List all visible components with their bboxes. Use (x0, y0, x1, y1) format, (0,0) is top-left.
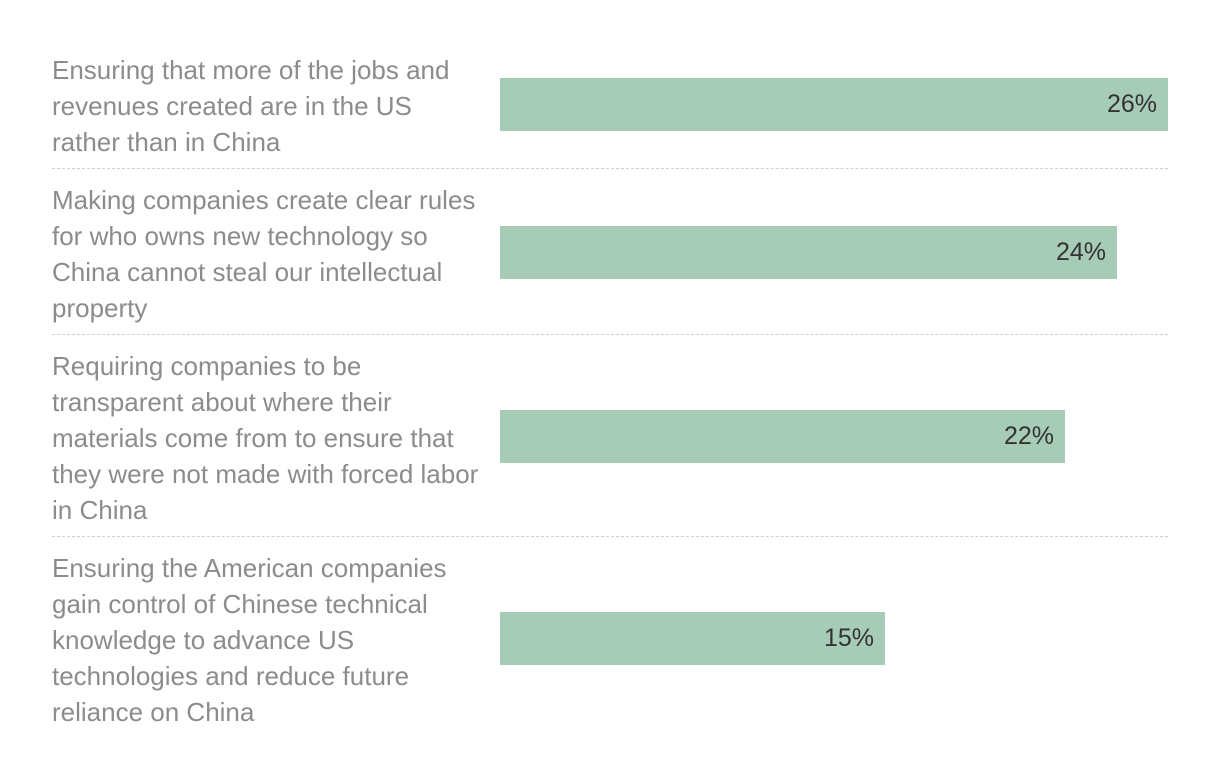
bar-value-label: 24% (1055, 238, 1106, 266)
bar: 24% (500, 226, 1117, 279)
bar: 15% (500, 612, 885, 665)
bar: 26% (500, 78, 1168, 131)
bar-value-label: 26% (1106, 90, 1157, 118)
bar-value-label: 15% (823, 624, 874, 652)
bar: 22% (500, 410, 1065, 463)
category-label: Requiring companies to be transparent ab… (52, 351, 479, 525)
bar-value-label: 22% (1003, 422, 1054, 450)
chart-row: Making companies create clear rules for … (52, 182, 1168, 326)
category-label: Ensuring that more of the jobs and reven… (52, 55, 450, 157)
category-label: Making companies create clear rules for … (52, 185, 476, 323)
row-divider (52, 168, 1168, 169)
row-divider (52, 334, 1168, 335)
chart-row: Ensuring that more of the jobs and reven… (52, 52, 1168, 160)
category-label: Ensuring the American companies gain con… (52, 553, 447, 727)
chart-row: Ensuring the American companies gain con… (52, 550, 1168, 730)
row-divider (52, 536, 1168, 537)
chart-row: Requiring companies to be transparent ab… (52, 348, 1168, 528)
